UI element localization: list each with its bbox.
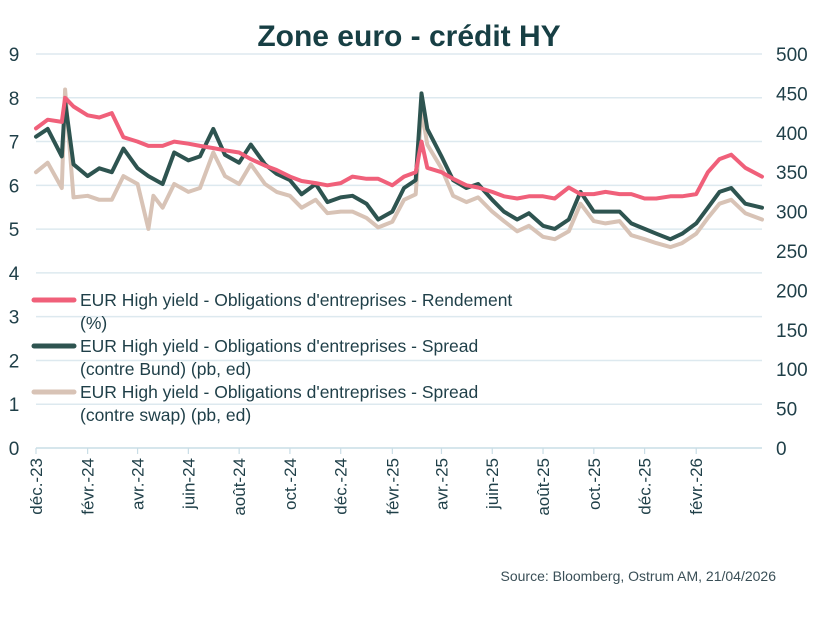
y-right-tick-label: 100	[776, 360, 808, 381]
x-tick-label: oct.-25	[585, 458, 604, 510]
source-note: Source: Bloomberg, Ostrum AM, 21/04/2026	[501, 568, 777, 584]
legend-label-2: (contre Bund) (pb, ed)	[80, 359, 251, 379]
gridlines	[36, 53, 762, 449]
x-tick-label: oct.-24	[281, 458, 300, 510]
y-right-tick-label: 500	[776, 45, 808, 66]
x-tick-label: déc.-25	[636, 458, 655, 515]
series-line-2	[34, 91, 764, 242]
series-lines	[34, 87, 764, 250]
legend: EUR High yield - Obligations d'entrepris…	[31, 290, 512, 425]
y-axis-left: 0 1 2 3 4 5 6 7 8 9	[9, 45, 20, 460]
y-left-tick-label: 6	[9, 176, 20, 197]
legend-label-3: (contre swap) (pb, ed)	[80, 405, 251, 425]
y-right-tick-label: 250	[776, 242, 808, 263]
legend-label-1: (%)	[80, 313, 107, 333]
x-tick-label: févr.-26	[687, 458, 706, 515]
series-line-3	[34, 87, 764, 250]
chart-title: Zone euro - crédit HY	[257, 20, 560, 53]
y-left-tick-label: 1	[9, 395, 20, 416]
y-right-tick-label: 50	[776, 400, 797, 421]
y-right-tick-label: 150	[776, 321, 808, 342]
y-axis-right: 0 50 100 150 200 250 300 350 400 450 500	[776, 45, 808, 460]
x-tick-label: déc.-24	[332, 458, 351, 515]
y-left-tick-label: 0	[9, 439, 20, 460]
y-left-tick-label: 9	[9, 45, 20, 66]
x-tick-label: août-24	[230, 458, 249, 516]
y-left-tick-label: 4	[9, 264, 20, 285]
y-left-tick-label: 7	[9, 133, 20, 154]
y-right-tick-label: 200	[776, 281, 808, 302]
legend-label-1: EUR High yield - Obligations d'entrepris…	[80, 290, 512, 310]
x-tick-label: juin-25	[483, 458, 502, 510]
y-right-tick-label: 300	[776, 203, 808, 224]
legend-label-3: EUR High yield - Obligations d'entrepris…	[80, 382, 478, 402]
x-tick-label: févr.-24	[79, 458, 98, 515]
x-tick-label: août-25	[534, 458, 553, 516]
x-tick-label: avr.-24	[129, 458, 148, 510]
x-axis: déc.-23 févr.-24 avr.-24 juin-24 août-24 oct.…	[27, 448, 706, 516]
y-left-tick-label: 3	[9, 308, 20, 329]
y-left-tick-label: 2	[9, 351, 20, 372]
x-tick-label: avr.-25	[432, 458, 451, 510]
y-right-tick-label: 400	[776, 124, 808, 145]
y-left-tick-label: 5	[9, 220, 20, 241]
y-left-tick-label: 8	[9, 89, 20, 110]
y-right-tick-label: 0	[776, 439, 787, 460]
series-line-1	[34, 95, 764, 201]
x-tick-label: déc.-23	[27, 458, 46, 515]
x-tick-label: févr.-25	[383, 458, 402, 515]
y-right-tick-label: 350	[776, 163, 808, 184]
y-right-tick-label: 450	[776, 84, 808, 105]
x-tick-label: juin-24	[179, 458, 198, 510]
legend-label-2: EUR High yield - Obligations d'entrepris…	[80, 336, 478, 356]
